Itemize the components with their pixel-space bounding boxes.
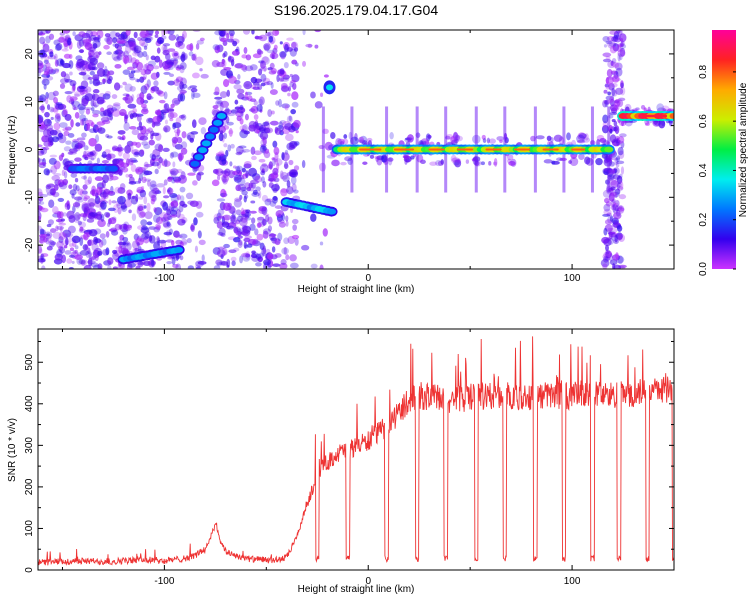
colorbar-tick-label: 0.0	[698, 262, 709, 276]
snr-marks	[38, 336, 674, 566]
spectrogram-feature	[188, 111, 228, 169]
snr-x-label: Height of straight line (km)	[298, 584, 415, 595]
spectrogram-feature	[117, 244, 185, 265]
x-tick-label: 0	[365, 576, 371, 587]
y-tick-label: 500	[24, 353, 35, 370]
snr-y-label: SNR (10 * v/v)	[7, 418, 18, 482]
y-tick-label: 200	[24, 478, 35, 495]
x-tick-label: 100	[564, 576, 581, 587]
spectrogram-x-label: Height of straight line (km)	[298, 284, 415, 295]
y-tick-label: -10	[24, 190, 35, 205]
colorbar: 0.0 0.2 0.4 0.6 0.8 Normalized spectral ampl…	[698, 30, 749, 276]
y-tick-label: 0	[24, 567, 35, 573]
x-tick-label: -100	[154, 576, 174, 587]
colorbar-label: Normalized spectral amplitude	[738, 82, 749, 217]
x-tick-label: -100	[154, 273, 174, 284]
y-tick-label: 100	[24, 520, 35, 537]
snr-panel: -100 0 100 0 100 200 300 400 500 Height of strai…	[7, 328, 675, 595]
y-tick-label: -20	[24, 237, 35, 252]
spectrogram-feature	[280, 197, 338, 217]
carrier-hot-segments	[359, 114, 668, 151]
spectrogram-feature	[323, 80, 336, 95]
colorbar-ticks: 0.0 0.2 0.4 0.6 0.8	[698, 64, 736, 276]
spectrogram-features	[66, 80, 674, 265]
colorbar-tick-label: 0.4	[698, 163, 709, 177]
chart-title: S196.2025.179.04.17.G04	[274, 2, 438, 18]
y-tick-label: 400	[24, 395, 35, 412]
spectrogram-feature	[66, 163, 120, 174]
snr-series-line	[38, 336, 674, 566]
spectrogram-marks	[38, 30, 674, 269]
spectrogram-y-label: Frequency (Hz)	[7, 116, 18, 185]
colorbar-gradient	[712, 30, 736, 269]
y-tick-label: 300	[24, 437, 35, 454]
x-tick-label: 0	[365, 273, 371, 284]
colorbar-tick-label: 0.8	[698, 64, 709, 78]
spectrogram-feature	[331, 144, 615, 155]
colorbar-tick-label: 0.2	[698, 212, 709, 226]
y-tick-label: 10	[24, 96, 35, 108]
y-tick-label: 0	[24, 146, 35, 152]
colorbar-tick-label: 0.6	[698, 114, 709, 128]
snr-frame	[37, 328, 675, 571]
snr-ticks: -100 0 100 0 100 200 300 400 500	[24, 329, 675, 587]
x-tick-label: 100	[564, 273, 581, 284]
y-tick-label: 20	[24, 48, 35, 60]
